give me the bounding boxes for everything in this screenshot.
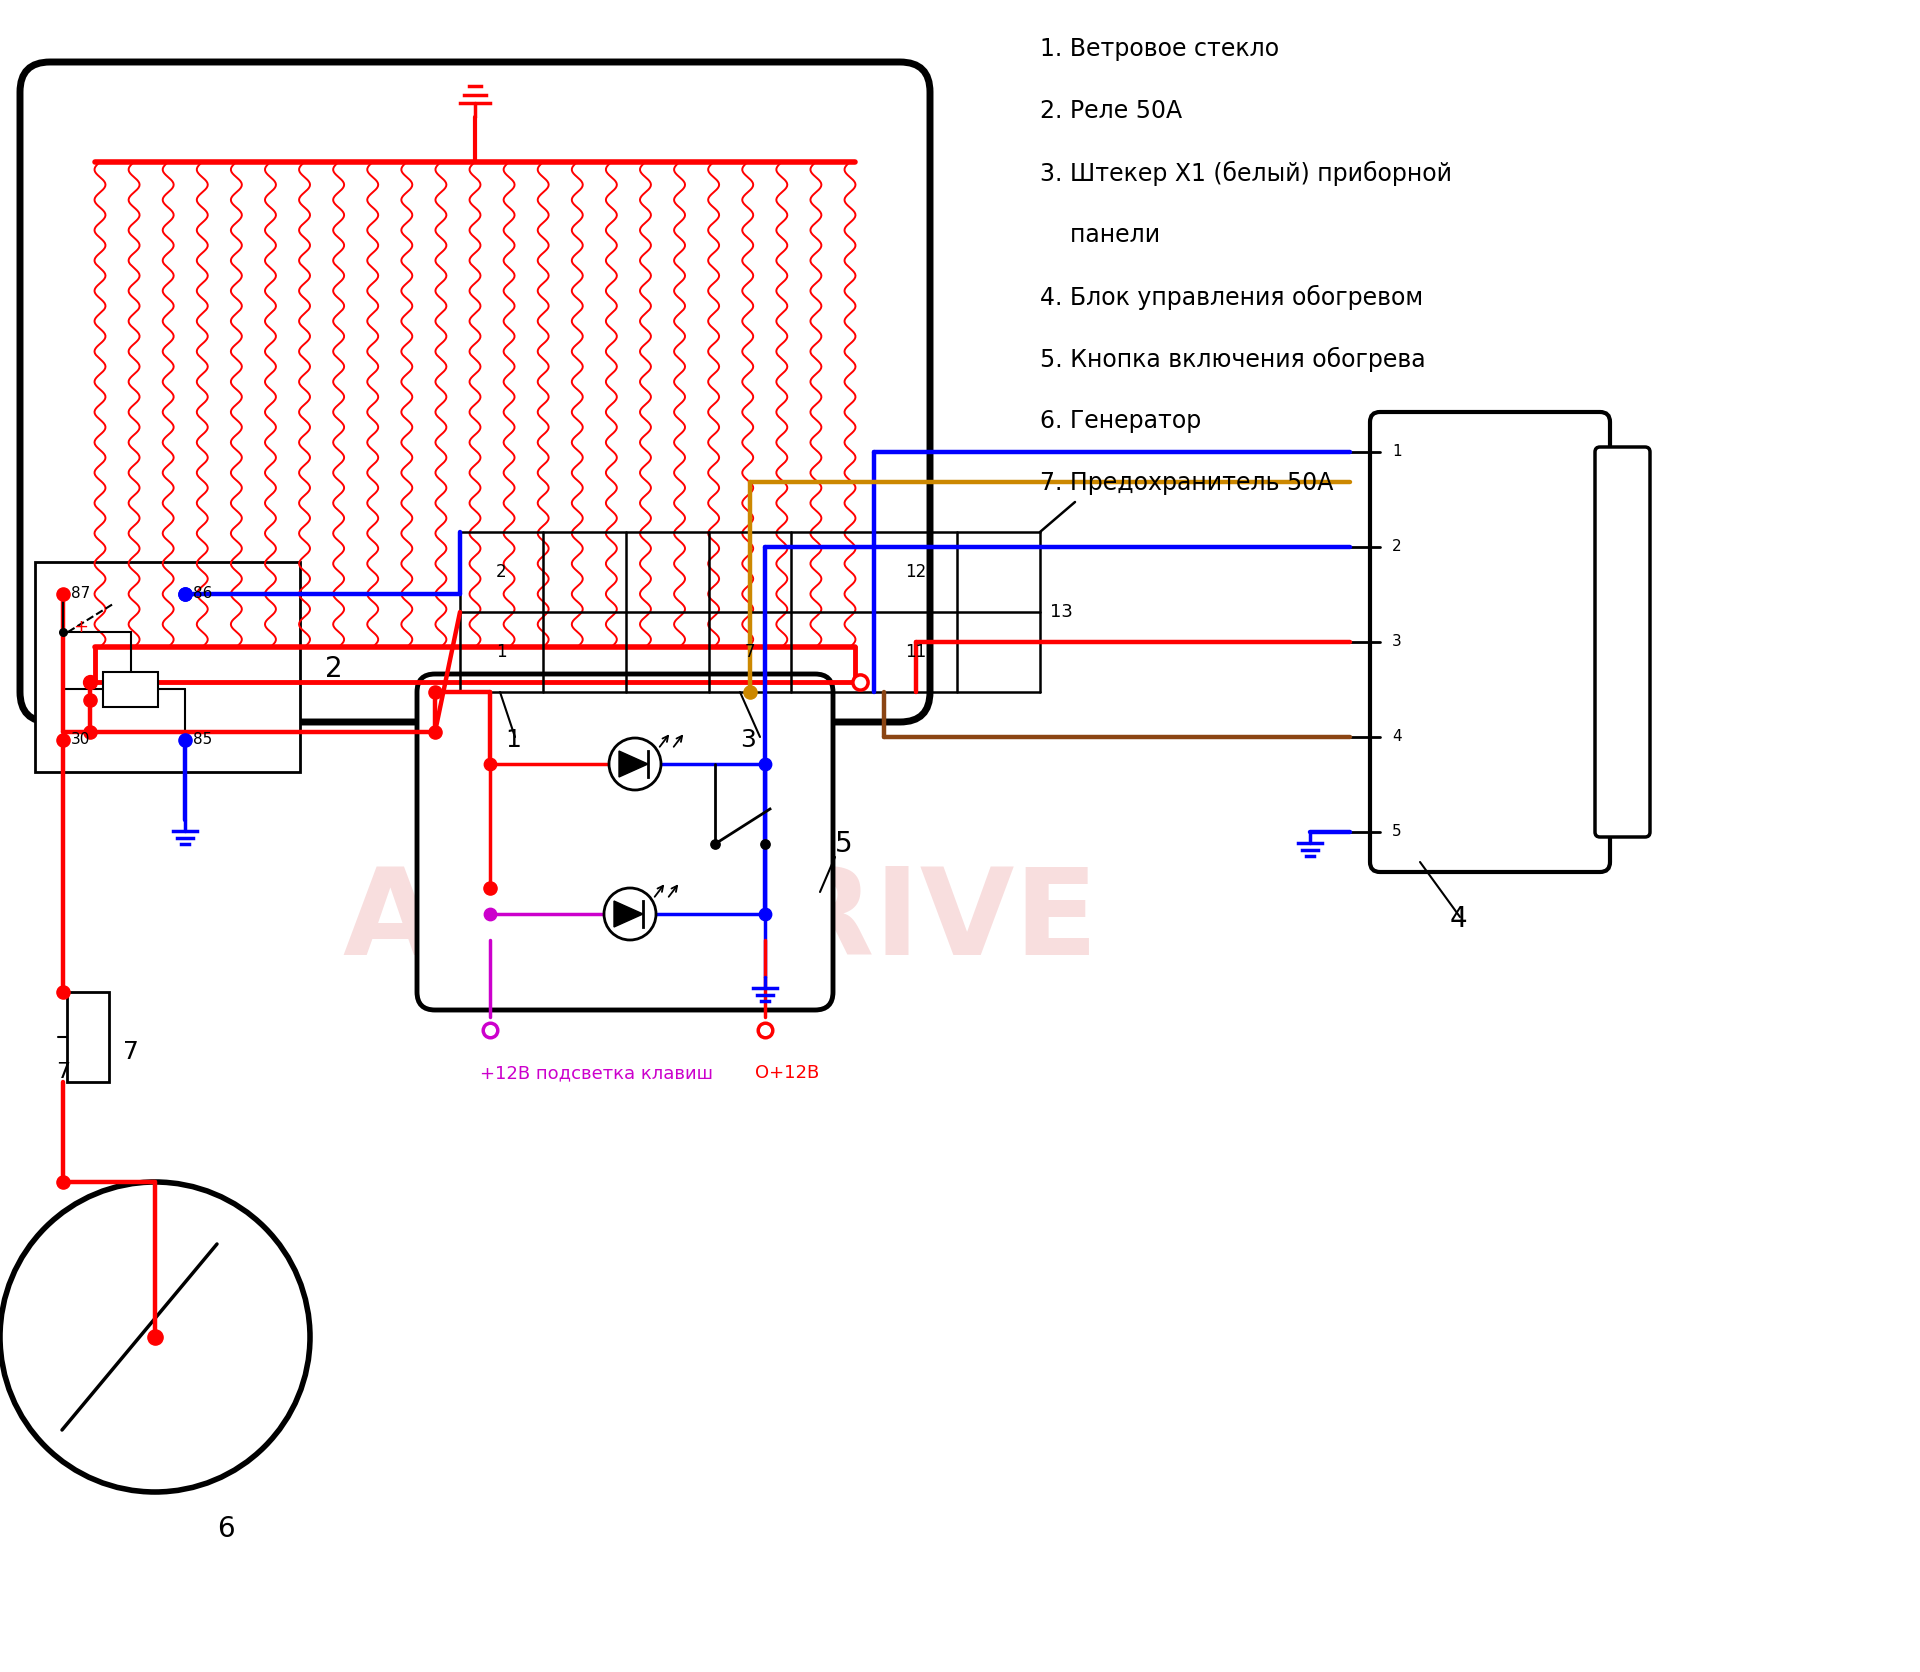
Point bbox=[474, 901, 505, 928]
Point bbox=[48, 727, 79, 754]
Text: 85: 85 bbox=[194, 732, 213, 747]
FancyBboxPatch shape bbox=[1596, 446, 1649, 838]
Point bbox=[474, 751, 505, 777]
Text: +12В подсветка клавиш: +12В подсветка клавиш bbox=[480, 1063, 712, 1082]
Text: 86: 86 bbox=[194, 587, 213, 602]
Point bbox=[169, 580, 200, 607]
FancyBboxPatch shape bbox=[417, 674, 833, 1010]
Text: 1. Ветровое стекло: 1. Ветровое стекло bbox=[1041, 37, 1279, 60]
Point bbox=[169, 580, 200, 607]
Text: 7: 7 bbox=[56, 1062, 71, 1082]
Text: 1: 1 bbox=[495, 644, 507, 660]
Point bbox=[75, 669, 106, 696]
Point bbox=[474, 1017, 505, 1043]
Text: 7: 7 bbox=[123, 1040, 138, 1063]
Point bbox=[48, 978, 79, 1005]
Point bbox=[749, 751, 780, 777]
Text: ALFADRIVE: ALFADRIVE bbox=[342, 863, 1098, 980]
Text: 12: 12 bbox=[904, 563, 925, 580]
Text: 13: 13 bbox=[1050, 604, 1073, 620]
Text: 7. Предохранитель 50А: 7. Предохранитель 50А bbox=[1041, 472, 1332, 495]
Text: 7: 7 bbox=[745, 644, 755, 660]
Text: 4: 4 bbox=[1392, 729, 1402, 744]
Point bbox=[749, 1017, 780, 1043]
Text: 4. Блок управления обогревом: 4. Блок управления обогревом bbox=[1041, 284, 1423, 309]
Text: 4: 4 bbox=[1450, 905, 1467, 933]
Text: 3: 3 bbox=[1392, 634, 1402, 649]
Point bbox=[169, 727, 200, 754]
Text: +: + bbox=[73, 619, 88, 635]
Bar bbox=[104, 672, 157, 707]
Point bbox=[75, 687, 106, 714]
Point bbox=[735, 679, 766, 706]
Text: 6: 6 bbox=[217, 1515, 234, 1543]
Text: 2. Реле 50А: 2. Реле 50А bbox=[1041, 99, 1183, 124]
Circle shape bbox=[0, 1182, 309, 1491]
Text: 1: 1 bbox=[505, 727, 520, 752]
Circle shape bbox=[609, 737, 660, 789]
Text: 87: 87 bbox=[71, 587, 90, 602]
Point bbox=[48, 619, 79, 645]
Point bbox=[48, 580, 79, 607]
Text: 5. Кнопка включения обогрева: 5. Кнопка включения обогрева bbox=[1041, 348, 1427, 373]
Text: 2: 2 bbox=[324, 655, 342, 682]
Point bbox=[749, 831, 780, 858]
Point bbox=[48, 1169, 79, 1195]
Point bbox=[140, 1324, 171, 1351]
Circle shape bbox=[605, 888, 657, 940]
Point bbox=[749, 901, 780, 928]
Text: 5: 5 bbox=[835, 829, 852, 858]
Text: 5: 5 bbox=[1392, 824, 1402, 839]
Text: О+12В: О+12В bbox=[755, 1063, 820, 1082]
Point bbox=[420, 679, 451, 706]
Text: панели: панели bbox=[1041, 222, 1160, 247]
Point bbox=[845, 669, 876, 696]
Text: 11: 11 bbox=[904, 644, 925, 660]
Point bbox=[420, 719, 451, 746]
Point bbox=[474, 874, 505, 901]
FancyBboxPatch shape bbox=[1371, 411, 1611, 873]
Text: 2: 2 bbox=[1392, 540, 1402, 555]
Bar bbox=[67, 991, 109, 1082]
Text: 3. Штекер Х1 (белый) приборной: 3. Штекер Х1 (белый) приборной bbox=[1041, 161, 1452, 186]
Polygon shape bbox=[618, 751, 649, 777]
Polygon shape bbox=[614, 901, 643, 926]
Bar bbox=[35, 562, 300, 772]
Text: 6. Генератор: 6. Генератор bbox=[1041, 410, 1202, 433]
Text: 1: 1 bbox=[1392, 445, 1402, 460]
FancyBboxPatch shape bbox=[19, 62, 929, 722]
Text: 2: 2 bbox=[495, 563, 507, 580]
Text: 3: 3 bbox=[739, 727, 756, 752]
Point bbox=[75, 719, 106, 746]
Text: 30: 30 bbox=[71, 732, 90, 747]
Point bbox=[699, 831, 730, 858]
